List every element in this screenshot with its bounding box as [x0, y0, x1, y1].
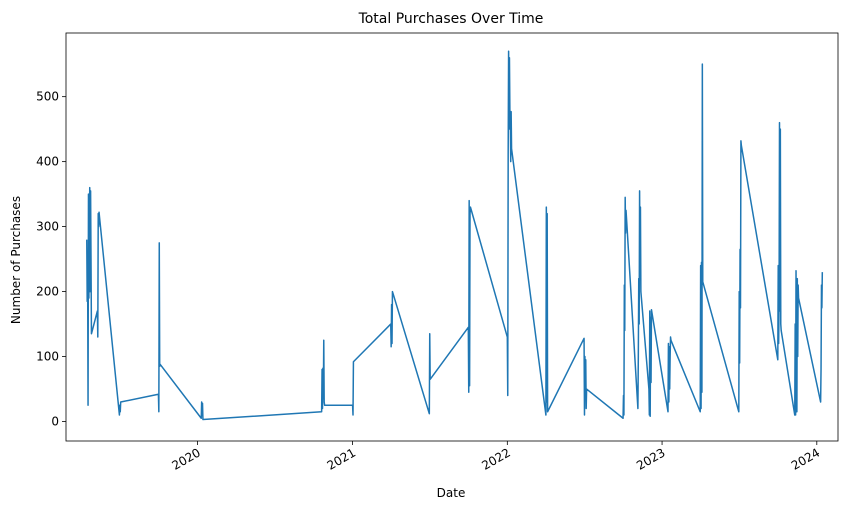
plot-area [65, 32, 839, 442]
x-axis-title: Date [437, 486, 466, 500]
series-line [86, 50, 824, 421]
chart-title: Total Purchases Over Time [358, 11, 544, 27]
y-tick-label: 500 [36, 90, 59, 104]
y-axis-title: Number of Purchases [9, 196, 23, 324]
y-tick-label: 200 [36, 285, 59, 299]
axes-frame [65, 32, 839, 442]
y-tick-label: 300 [36, 220, 59, 234]
y-axis: 0 100 200 300 400 500 [36, 90, 66, 429]
y-tick-label: 100 [36, 350, 59, 364]
y-tick-label: 0 [51, 415, 59, 429]
y-tick-label: 400 [36, 155, 59, 169]
